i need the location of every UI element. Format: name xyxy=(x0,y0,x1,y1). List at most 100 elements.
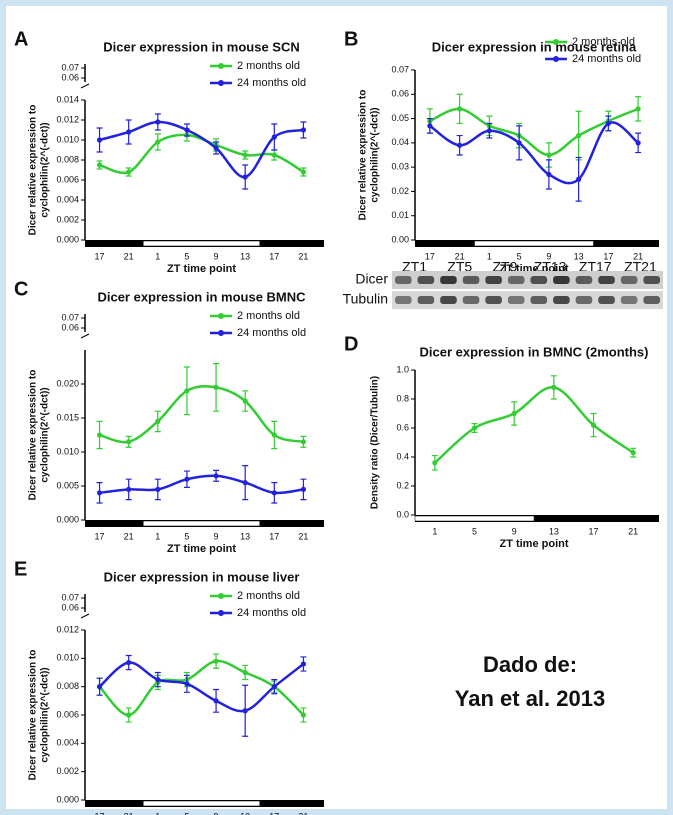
y-tick-label: 0.07 xyxy=(391,64,409,74)
x-tick-label: 17 xyxy=(95,251,105,261)
x-tick-label: 17 xyxy=(588,526,598,536)
data-point xyxy=(512,411,517,416)
data-point xyxy=(213,473,218,478)
x-tick-label: 17 xyxy=(95,811,105,815)
legend-label: 24 months old xyxy=(237,77,306,89)
legend-label: 2 months old xyxy=(237,590,300,602)
x-tick-label: 21 xyxy=(298,251,308,261)
y-tick-label: 0.004 xyxy=(56,194,79,204)
x-tick-label: 9 xyxy=(214,251,219,261)
data-point xyxy=(97,490,102,495)
x-tick-label: 21 xyxy=(124,251,134,261)
data-point xyxy=(551,385,556,390)
data-point xyxy=(546,172,551,177)
data-point xyxy=(184,477,189,482)
data-point xyxy=(272,432,277,437)
blot-band xyxy=(485,276,502,284)
x-tick-label: 21 xyxy=(298,531,308,541)
data-point xyxy=(301,712,306,717)
blot-band xyxy=(621,296,638,304)
x-tick-label: 1 xyxy=(432,526,437,536)
data-point xyxy=(272,684,277,689)
legend-marker xyxy=(218,80,224,86)
data-point xyxy=(301,661,306,666)
blot-band xyxy=(553,276,570,284)
legend-marker xyxy=(218,593,224,599)
x-tick-label: 5 xyxy=(184,251,189,261)
data-point xyxy=(457,143,462,148)
data-point xyxy=(591,423,596,428)
y-tick-label: 0.06 xyxy=(391,89,409,99)
y-tick-label: 0.06 xyxy=(61,602,79,612)
legend-marker xyxy=(553,39,559,45)
y-tick-label: 0.010 xyxy=(56,446,79,456)
data-point xyxy=(213,659,218,664)
y-tick-label: 0.02 xyxy=(391,186,409,196)
y-tick-label: 0.020 xyxy=(56,378,79,388)
x-tick-label: 5 xyxy=(184,531,189,541)
data-point xyxy=(97,684,102,689)
y-tick-label: 0.010 xyxy=(56,134,79,144)
y-axis-label: cyclophilin(2^(-dct)) xyxy=(370,107,381,202)
y-tick-label: 0.014 xyxy=(56,94,79,104)
data-point xyxy=(213,698,218,703)
y-tick-label: 1.0 xyxy=(396,364,409,374)
chart-title: Dicer expression in mouse BMNC xyxy=(97,289,306,304)
x-tick-label: 9 xyxy=(214,811,219,815)
blot-row-label: Tubulin xyxy=(343,291,388,307)
light-bar xyxy=(415,516,534,521)
blot-band xyxy=(463,296,480,304)
x-tick-label: 1 xyxy=(155,811,160,815)
y-axis-label: cyclophilin(2^(-dct)) xyxy=(40,387,51,482)
x-axis-label: ZT time point xyxy=(167,263,236,275)
data-point xyxy=(97,432,102,437)
y-tick-label: 0.6 xyxy=(396,422,409,432)
data-point xyxy=(487,128,492,133)
light-bar xyxy=(143,521,260,526)
data-point xyxy=(184,681,189,686)
data-point xyxy=(126,712,131,717)
y-tick-label: 0.008 xyxy=(56,154,79,164)
blot-band xyxy=(643,296,660,304)
data-point xyxy=(155,677,160,682)
blot-band xyxy=(643,276,660,284)
data-point xyxy=(301,169,306,174)
blot-band xyxy=(531,276,548,284)
data-point xyxy=(155,419,160,424)
data-point xyxy=(432,460,437,465)
data-point xyxy=(243,708,248,713)
blot-band xyxy=(621,276,638,284)
y-tick-label: 0.00 xyxy=(391,234,409,244)
blot-band xyxy=(598,296,615,304)
data-point xyxy=(97,137,102,142)
y-axis-label: Density ratio (Dicer/Tubulin) xyxy=(370,376,381,509)
legend-label: 24 months old xyxy=(237,327,306,339)
y-tick-label: 0.05 xyxy=(391,113,409,123)
panel-letter: B xyxy=(344,28,358,50)
panel-letter: C xyxy=(14,278,28,300)
chart-title: Dicer expression in mouse SCN xyxy=(103,39,300,54)
data-point xyxy=(636,106,641,111)
x-tick-label: 21 xyxy=(124,531,134,541)
y-tick-label: 0.002 xyxy=(56,766,79,776)
light-bar xyxy=(143,801,260,806)
blot-band xyxy=(440,276,457,284)
y-axis-label: Dicer relative expression to xyxy=(28,650,39,781)
data-point xyxy=(301,127,306,132)
data-point xyxy=(213,385,218,390)
y-tick-label: 0.005 xyxy=(56,480,79,490)
data-point xyxy=(213,145,218,150)
light-bar xyxy=(143,241,260,246)
y-tick-label: 0.07 xyxy=(61,62,79,72)
data-point xyxy=(155,487,160,492)
y-tick-label: 0.0 xyxy=(396,509,409,519)
data-point xyxy=(576,177,581,182)
blot-band xyxy=(440,296,457,304)
blot-band xyxy=(418,296,435,304)
x-tick-label: 1 xyxy=(487,251,492,261)
data-point xyxy=(243,398,248,403)
y-tick-label: 0.8 xyxy=(396,393,409,403)
y-tick-label: 0.06 xyxy=(61,72,79,82)
legend-label: 2 months old xyxy=(237,60,300,72)
x-tick-label: 21 xyxy=(124,811,134,815)
